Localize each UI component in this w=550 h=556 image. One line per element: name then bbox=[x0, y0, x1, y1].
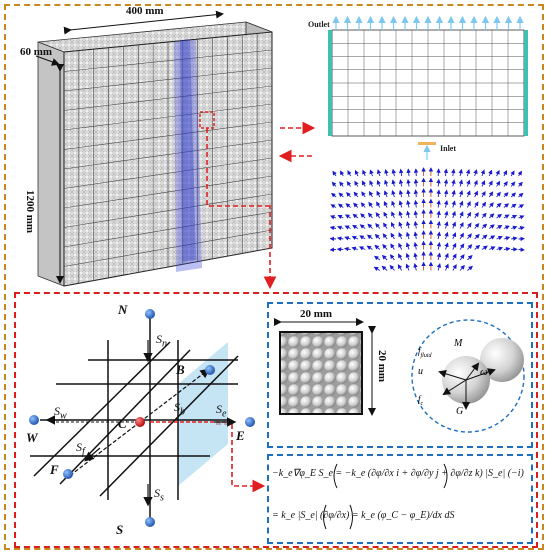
face-Sf-label: Sf bbox=[76, 440, 85, 458]
node-W bbox=[29, 415, 39, 425]
node-F-label: F bbox=[50, 462, 59, 477]
face-Ss-label: Ss bbox=[154, 486, 164, 504]
node-B bbox=[205, 365, 215, 375]
fvm-stencil bbox=[29, 309, 255, 527]
omega-label: ω bbox=[480, 366, 488, 378]
particle-sample bbox=[274, 318, 376, 416]
velocity-label: u bbox=[418, 366, 423, 377]
contact-force-label: fc bbox=[418, 394, 424, 407]
node-B-label: B bbox=[176, 362, 185, 377]
equation-line-1: −k_e∇φ_E S_e = −k_e (∂φ/∂x i + ∂φ/∂y j +… bbox=[272, 468, 524, 479]
node-C bbox=[135, 417, 145, 427]
sample-width-label: 20 mm bbox=[300, 308, 333, 320]
node-N bbox=[145, 309, 155, 319]
moment-label: M bbox=[454, 338, 463, 349]
outer-frame bbox=[4, 4, 544, 550]
particle-force-diagram bbox=[411, 319, 525, 433]
length-dimension-arrow bbox=[63, 10, 224, 35]
sample-panel bbox=[267, 302, 533, 448]
equation-panel bbox=[267, 454, 533, 544]
equation-line-2: = k_e |S_e| (∂φ/∂x) = k_e (φ_C − φ_E)/dx… bbox=[272, 510, 455, 521]
node-N-label: N bbox=[118, 302, 128, 317]
node-S-label: S bbox=[116, 522, 124, 537]
equation-brackets bbox=[323, 463, 448, 530]
width-dimension-arrow bbox=[35, 55, 60, 66]
face-Sw-label: Sw bbox=[54, 404, 67, 422]
node-F bbox=[63, 469, 73, 479]
node-E bbox=[245, 417, 255, 427]
flow-domain bbox=[328, 15, 528, 160]
gravity-label: G bbox=[456, 406, 464, 417]
face-Se-label: Se bbox=[216, 402, 227, 420]
face-Sb-label: Sb bbox=[174, 400, 185, 418]
node-S bbox=[145, 517, 155, 527]
force-fluid-label: ffluid bbox=[418, 346, 432, 359]
height-label: 1200 mm bbox=[24, 190, 36, 234]
inlet-label: Inlet bbox=[440, 144, 456, 153]
face-Sn-label: Sn bbox=[156, 332, 167, 350]
detail-frame bbox=[14, 292, 538, 548]
outlet-label: Outlet bbox=[308, 20, 330, 29]
sample-height-label: 20 mm bbox=[376, 350, 388, 383]
velocity-vector-field bbox=[329, 167, 525, 272]
length-label: 400 mm bbox=[126, 5, 164, 17]
node-E-label: E bbox=[236, 428, 245, 443]
width-label: 60 mm bbox=[20, 46, 53, 58]
mesh-block bbox=[37, 21, 273, 287]
node-W-label: W bbox=[26, 430, 38, 445]
node-C-label: C bbox=[118, 416, 127, 431]
